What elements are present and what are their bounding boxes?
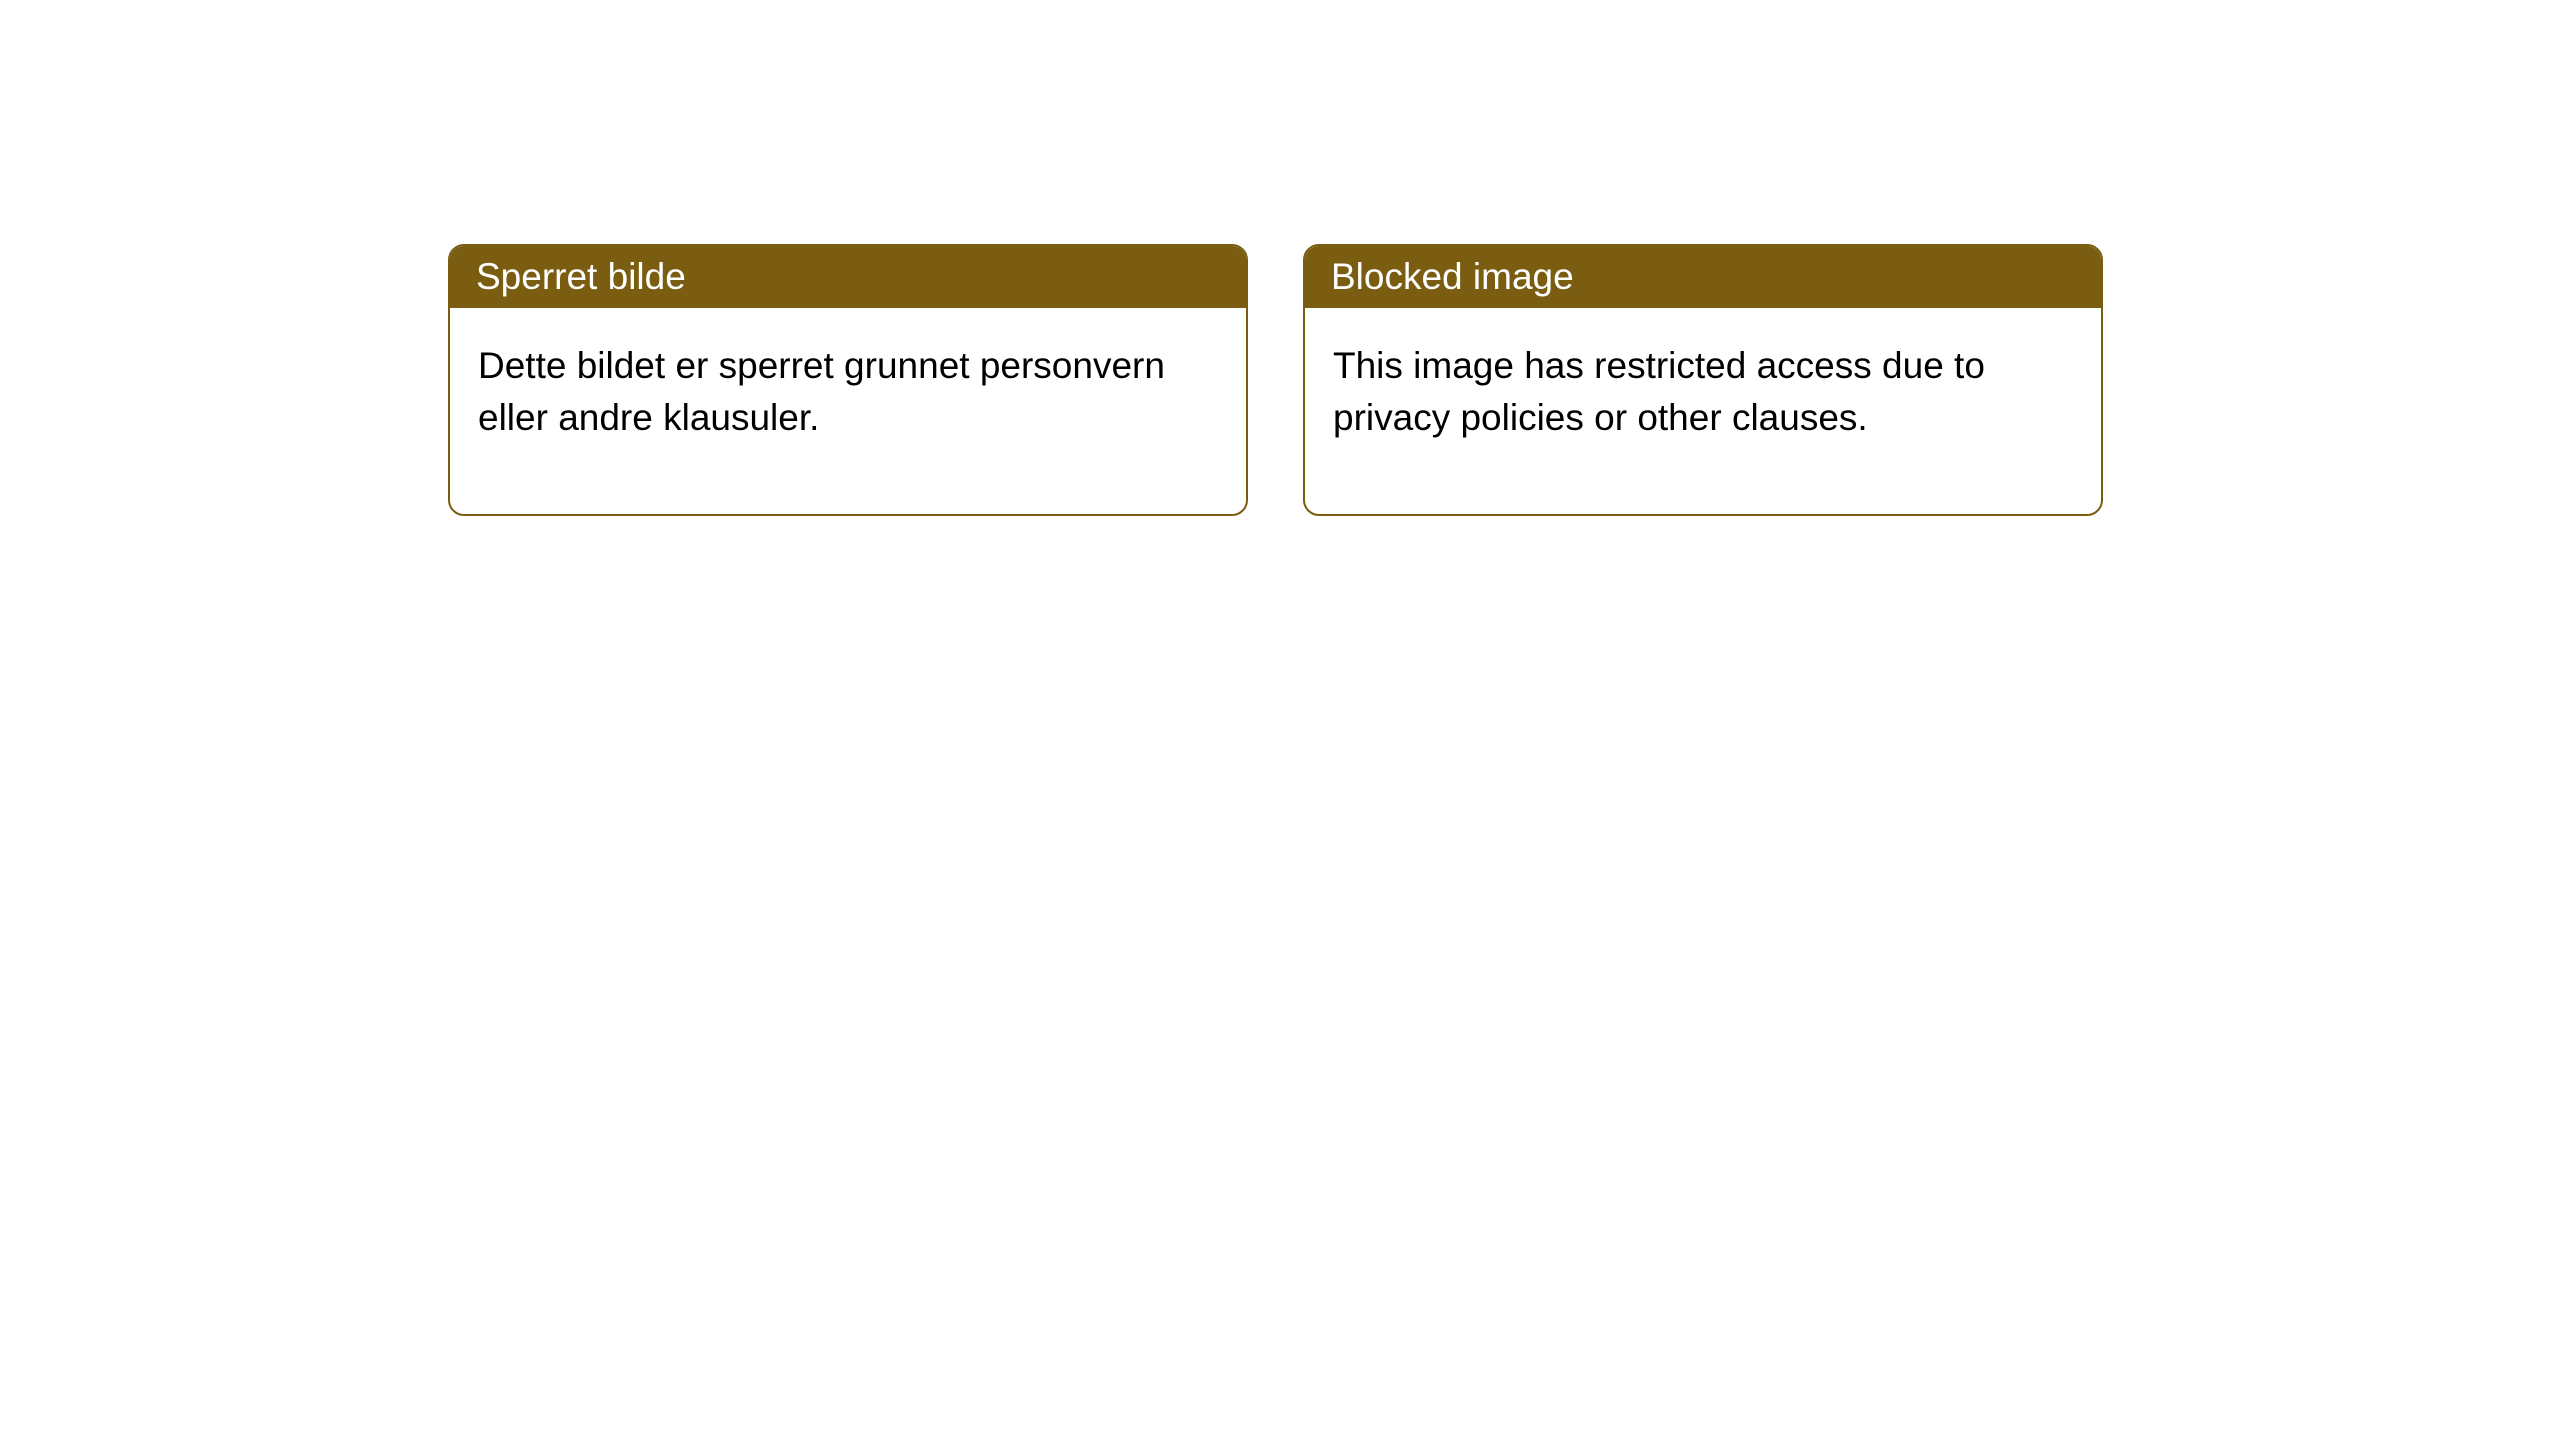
notice-card-header: Blocked image (1305, 246, 2101, 308)
notice-card-header: Sperret bilde (450, 246, 1246, 308)
notice-cards-container: Sperret bilde Dette bildet er sperret gr… (0, 0, 2560, 516)
notice-card-norwegian: Sperret bilde Dette bildet er sperret gr… (448, 244, 1248, 516)
notice-card-body: This image has restricted access due to … (1305, 308, 2101, 514)
notice-card-body: Dette bildet er sperret grunnet personve… (450, 308, 1246, 514)
notice-card-english: Blocked image This image has restricted … (1303, 244, 2103, 516)
